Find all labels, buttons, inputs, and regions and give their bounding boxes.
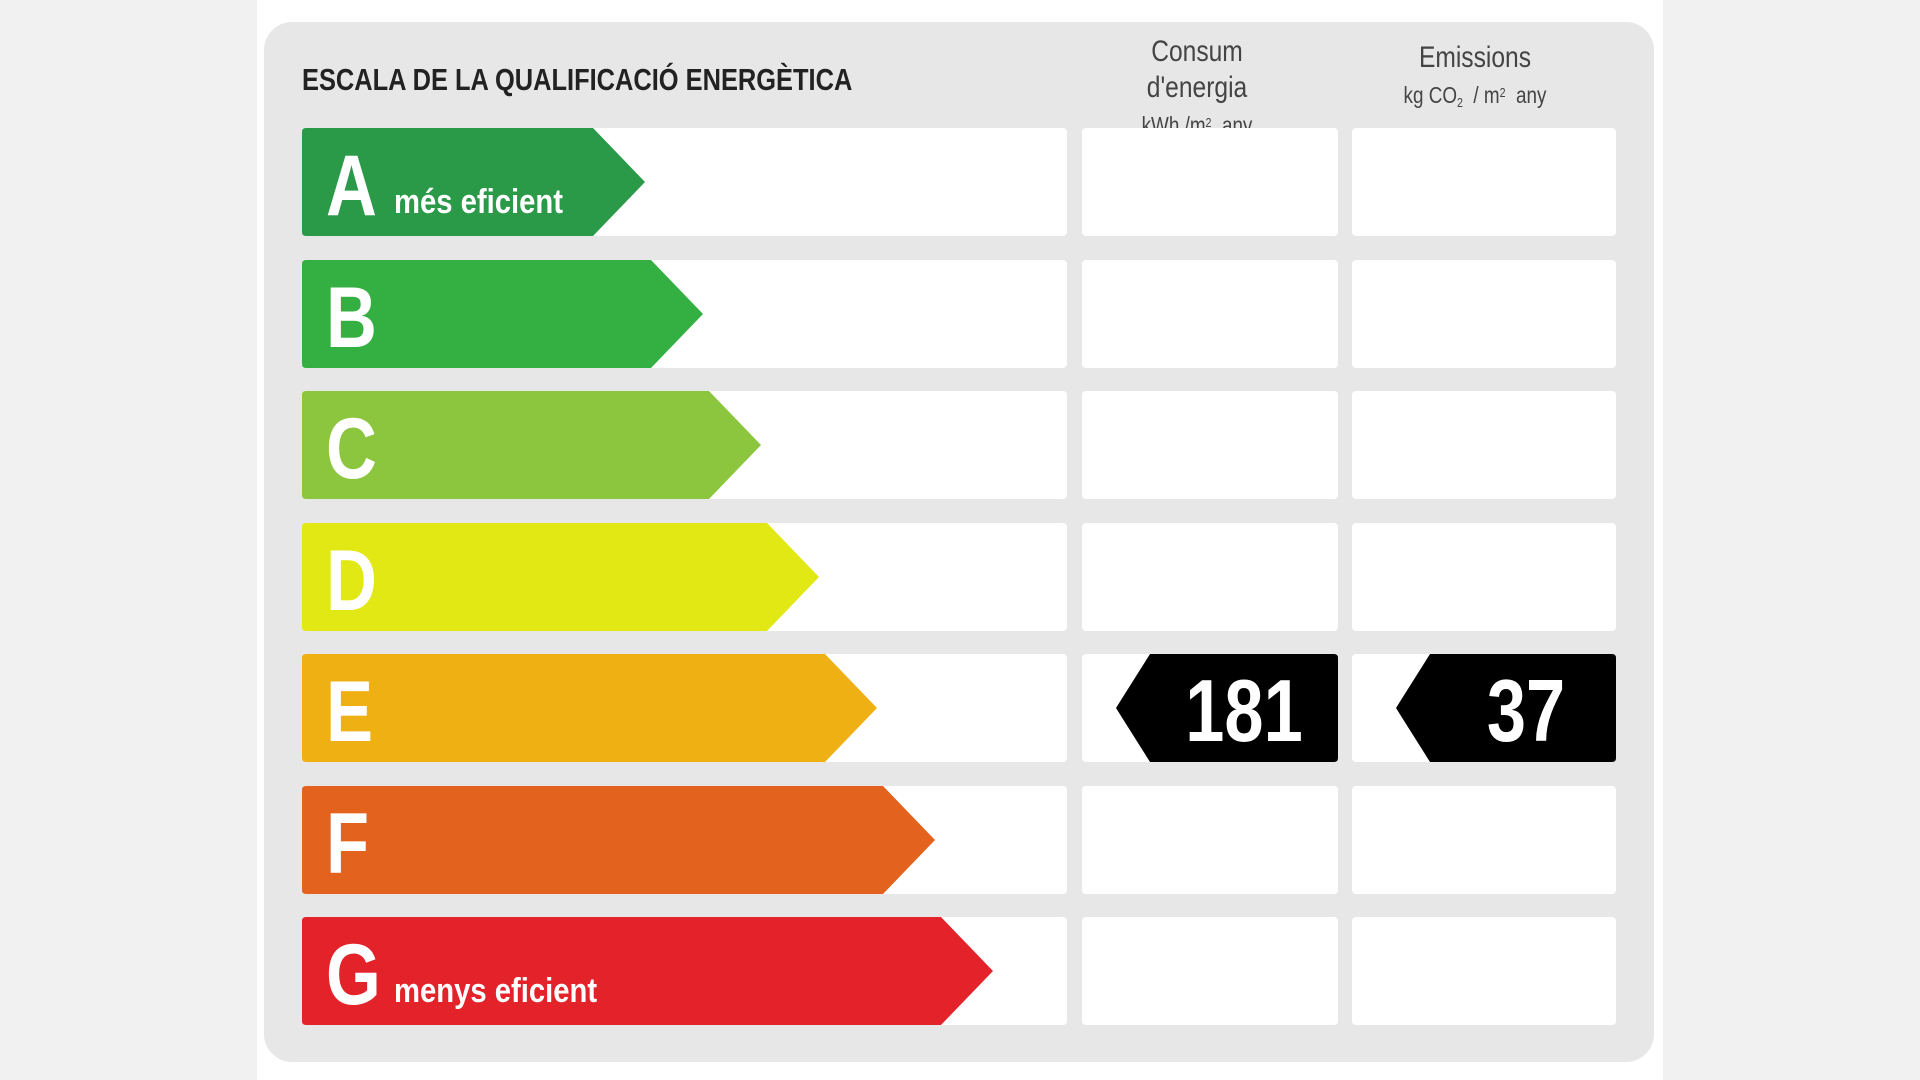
rating-arrow-f: F xyxy=(302,786,935,894)
scale-title: ESCALA DE LA QUALIFICACIÓ ENERGÈTICA xyxy=(302,62,853,97)
rating-row-f: F xyxy=(302,786,1616,894)
arrow-shape xyxy=(302,391,761,499)
rating-row-c: C xyxy=(302,391,1616,499)
emissions-cell xyxy=(1352,391,1616,499)
rating-letter: E xyxy=(326,664,374,760)
arrow-fill xyxy=(302,917,993,1025)
energy-column-header: Consum d'energia kWh /m2 any xyxy=(1103,34,1292,140)
rating-sublabel: més eficient xyxy=(394,183,564,221)
arrow-fill xyxy=(302,654,877,762)
arrow-fill xyxy=(302,523,819,631)
emissions-column-header: Emissions kg CO2 / m2 any xyxy=(1381,40,1570,114)
tag-fill xyxy=(1396,654,1616,762)
energy-cell xyxy=(1082,391,1338,499)
rating-letter: C xyxy=(326,401,377,497)
rating-arrow-d: D xyxy=(302,523,819,631)
emissions-cell xyxy=(1352,786,1616,894)
energy-cell xyxy=(1082,917,1338,1025)
rating-row-b: B xyxy=(302,260,1616,368)
emissions-cell xyxy=(1352,128,1616,236)
rating-letter: G xyxy=(326,927,381,1023)
rating-letter: B xyxy=(326,270,377,366)
energy-cell xyxy=(1082,786,1338,894)
emissions-value-tag: 37 xyxy=(1396,654,1616,762)
rating-letter: D xyxy=(326,533,377,629)
rating-arrow-b: B xyxy=(302,260,703,368)
rating-row-e: E 181 37 xyxy=(302,654,1616,762)
rating-arrow-e: E xyxy=(302,654,877,762)
energy-cell xyxy=(1082,128,1338,236)
energy-cell xyxy=(1082,523,1338,631)
emissions-column-unit: kg CO2 / m2 any xyxy=(1403,82,1547,110)
rating-letter: F xyxy=(326,796,370,892)
arrow-fill xyxy=(302,260,703,368)
arrow-shape xyxy=(302,654,877,762)
emissions-cell xyxy=(1352,260,1616,368)
emissions-cell xyxy=(1352,523,1616,631)
rating-letter: A xyxy=(326,138,377,234)
arrow-fill xyxy=(302,128,645,236)
arrow-shape xyxy=(302,128,645,236)
emissions-column-title: Emissions xyxy=(1418,41,1532,74)
arrow-shape xyxy=(302,786,935,894)
arrow-shape xyxy=(302,523,819,631)
rating-value: 37 xyxy=(1486,661,1566,760)
arrow-fill xyxy=(302,786,935,894)
rating-arrow-c: C xyxy=(302,391,761,499)
tag-fill xyxy=(1116,654,1338,762)
arrow-fill xyxy=(302,391,761,499)
energy-column-title: Consum d'energia xyxy=(1146,35,1248,104)
rating-sublabel: menys eficient xyxy=(394,972,598,1010)
energy-value-tag: 181 xyxy=(1116,654,1338,762)
tag-shape xyxy=(1396,654,1616,762)
rating-value: 181 xyxy=(1185,661,1303,760)
energy-cell xyxy=(1082,260,1338,368)
rating-row-d: D xyxy=(302,523,1616,631)
tag-shape xyxy=(1116,654,1338,762)
arrow-shape xyxy=(302,260,703,368)
arrow-shape xyxy=(302,917,993,1025)
emissions-cell xyxy=(1352,917,1616,1025)
